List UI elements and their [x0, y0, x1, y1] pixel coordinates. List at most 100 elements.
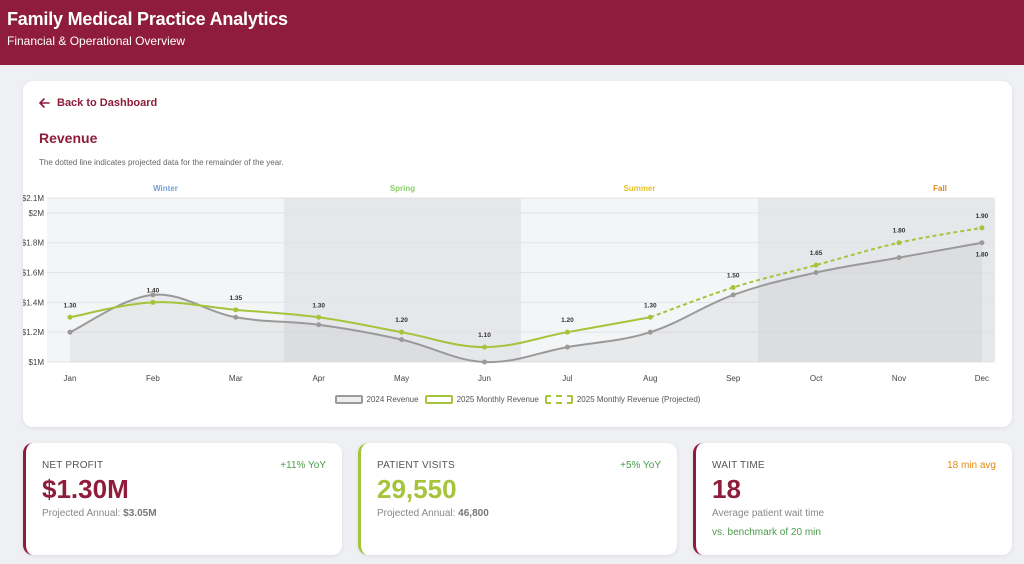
kpi-label: PATIENT VISITS — [377, 460, 455, 471]
kpi-benchmark: vs. benchmark of 20 min — [712, 527, 821, 538]
x-tick-label: Sep — [726, 374, 741, 383]
kpi-value: 18 — [712, 474, 741, 504]
legend-swatch-2025 — [424, 395, 453, 404]
series-2025-point — [647, 314, 653, 320]
y-tick-label: $1M — [28, 358, 44, 367]
series-2024-point — [482, 359, 487, 365]
x-tick-label: Oct — [810, 374, 823, 383]
y-tick-label: $1.4M — [23, 298, 44, 307]
y-tick-label: $1.6M — [23, 269, 44, 278]
series-2025-data-label: 1.35 — [229, 295, 242, 302]
kpi-card-net-profit: NET PROFIT +11% YoY $1.30M Projected Ann… — [23, 443, 342, 555]
x-tick-label: Jul — [562, 374, 572, 383]
chart-legend: 2024 Revenue 2025 Monthly Revenue 2025 M… — [23, 395, 1012, 404]
series-projected-data-label: 1.90 — [976, 213, 989, 220]
kpi-projection-label: Projected Annual: — [377, 508, 459, 519]
season-label-spring: Spring — [390, 184, 415, 193]
series-2025-point — [399, 329, 405, 335]
series-2024-point — [813, 270, 819, 276]
series-2024-point — [399, 337, 405, 343]
legend-swatch-projected — [544, 395, 573, 404]
series-projected-point — [979, 225, 985, 231]
season-label-winter: Winter — [153, 184, 178, 193]
kpi-delta: +11% YoY — [280, 460, 326, 471]
kpi-value: $1.30M — [42, 474, 129, 504]
series-2025-point — [233, 307, 239, 313]
x-tick-label: Jan — [64, 374, 77, 383]
kpi-label: WAIT TIME — [712, 460, 765, 471]
season-band-fall — [758, 198, 995, 362]
kpi-value: 29,550 — [377, 474, 457, 504]
series-2024-point — [730, 292, 736, 298]
series-2025-data-label: 1.30 — [64, 302, 77, 309]
kpi-projection: Projected Annual: $3.05M — [42, 508, 157, 519]
series-2025-line — [69, 301, 651, 349]
legend-item-projected[interactable]: 2025 Monthly Revenue (Projected) — [544, 395, 701, 404]
y-tick-label: $1.8M — [23, 239, 44, 248]
chart-note: The dotted line indicates projected data… — [39, 158, 284, 167]
season-label-summer: Summer — [623, 184, 655, 193]
kpi-card-patient-visits: PATIENT VISITS +5% YoY 29,550 Projected … — [358, 443, 677, 555]
app-header: Family Medical Practice Analytics Financ… — [0, 0, 1024, 65]
series-2024-point — [233, 314, 239, 320]
series-2024-point — [564, 344, 570, 350]
series-projected-data-label: 1.65 — [810, 250, 823, 257]
series-projected-point — [896, 240, 902, 246]
legend-swatch-2024 — [334, 395, 363, 404]
legend-item-2025[interactable]: 2025 Monthly Revenue — [424, 395, 539, 404]
kpi-projection: Projected Annual: 46,800 — [377, 508, 489, 519]
y-tick-label: $2M — [28, 209, 44, 218]
y-tick-label: $2.1M — [23, 194, 44, 203]
series-projected-data-label: 1.80 — [893, 228, 906, 235]
legend-label-2025: 2025 Monthly Revenue — [456, 395, 539, 404]
arrow-left-icon — [39, 98, 50, 108]
app-title: Family Medical Practice Analytics — [7, 9, 288, 29]
kpi-description: Average patient wait time — [712, 508, 825, 519]
series-2025-data-label: 1.10 — [478, 332, 491, 339]
back-label: Back to Dashboard — [57, 97, 158, 109]
series-2025-data-label: 1.40 — [147, 287, 160, 294]
kpi-delta: +5% YoY — [620, 460, 661, 471]
series-projected-point — [730, 284, 736, 290]
series-projected-point — [813, 262, 819, 268]
series-projected-line — [649, 226, 983, 319]
series-2025-data-label: 1.20 — [395, 317, 408, 324]
series-2025-point — [316, 314, 322, 320]
x-tick-label: Apr — [312, 374, 325, 383]
kpi-label: NET PROFIT — [42, 460, 104, 471]
x-tick-label: Jun — [478, 374, 491, 383]
series-2024-point — [316, 322, 322, 328]
series-2024-line — [69, 241, 983, 364]
series-2025-point — [67, 314, 73, 320]
legend-item-2024[interactable]: 2024 Revenue — [334, 395, 419, 404]
series-2025-data-label: 1.30 — [312, 302, 325, 309]
series-2024-point — [150, 292, 156, 298]
section-title: Revenue — [39, 130, 98, 146]
legend-label-2024: 2024 Revenue — [366, 395, 419, 404]
legend-label-projected: 2025 Monthly Revenue (Projected) — [576, 395, 701, 404]
x-tick-label: Feb — [146, 374, 160, 383]
revenue-card: Back to Dashboard Revenue The dotted lin… — [23, 81, 1012, 427]
kpi-projection-value: 46,800 — [458, 508, 489, 519]
season-label-fall: Fall — [933, 184, 947, 193]
series-2024-point — [647, 329, 653, 335]
series-2025-point — [564, 329, 570, 335]
x-tick-label: May — [394, 374, 409, 383]
series-2024-data-label: 1.80 — [976, 252, 989, 259]
revenue-chart: Winter Spring Summer Fall $1M $1.2M $1.4M $1.6M… — [23, 184, 995, 383]
series-2025-data-label: 1.30 — [644, 302, 657, 309]
kpi-delta: 18 min avg — [947, 460, 996, 471]
series-2024-point — [896, 255, 902, 261]
season-band-spring — [284, 198, 521, 362]
kpi-card-wait-time: WAIT TIME 18 min avg 18 Average patient … — [693, 443, 1012, 555]
back-to-dashboard-link[interactable]: Back to Dashboard — [39, 97, 157, 109]
kpi-projection-label: Projected Annual: — [42, 508, 124, 519]
kpi-projection-value: $3.05M — [123, 508, 157, 519]
x-tick-label: Aug — [643, 374, 657, 383]
x-tick-label: Mar — [229, 374, 243, 383]
series-projected-data-label: 1.50 — [727, 272, 740, 279]
x-tick-label: Dec — [975, 374, 989, 383]
app-subtitle: Financial & Operational Overview — [7, 34, 186, 48]
y-tick-label: $1.2M — [23, 328, 44, 337]
series-2024-area — [70, 242, 982, 363]
